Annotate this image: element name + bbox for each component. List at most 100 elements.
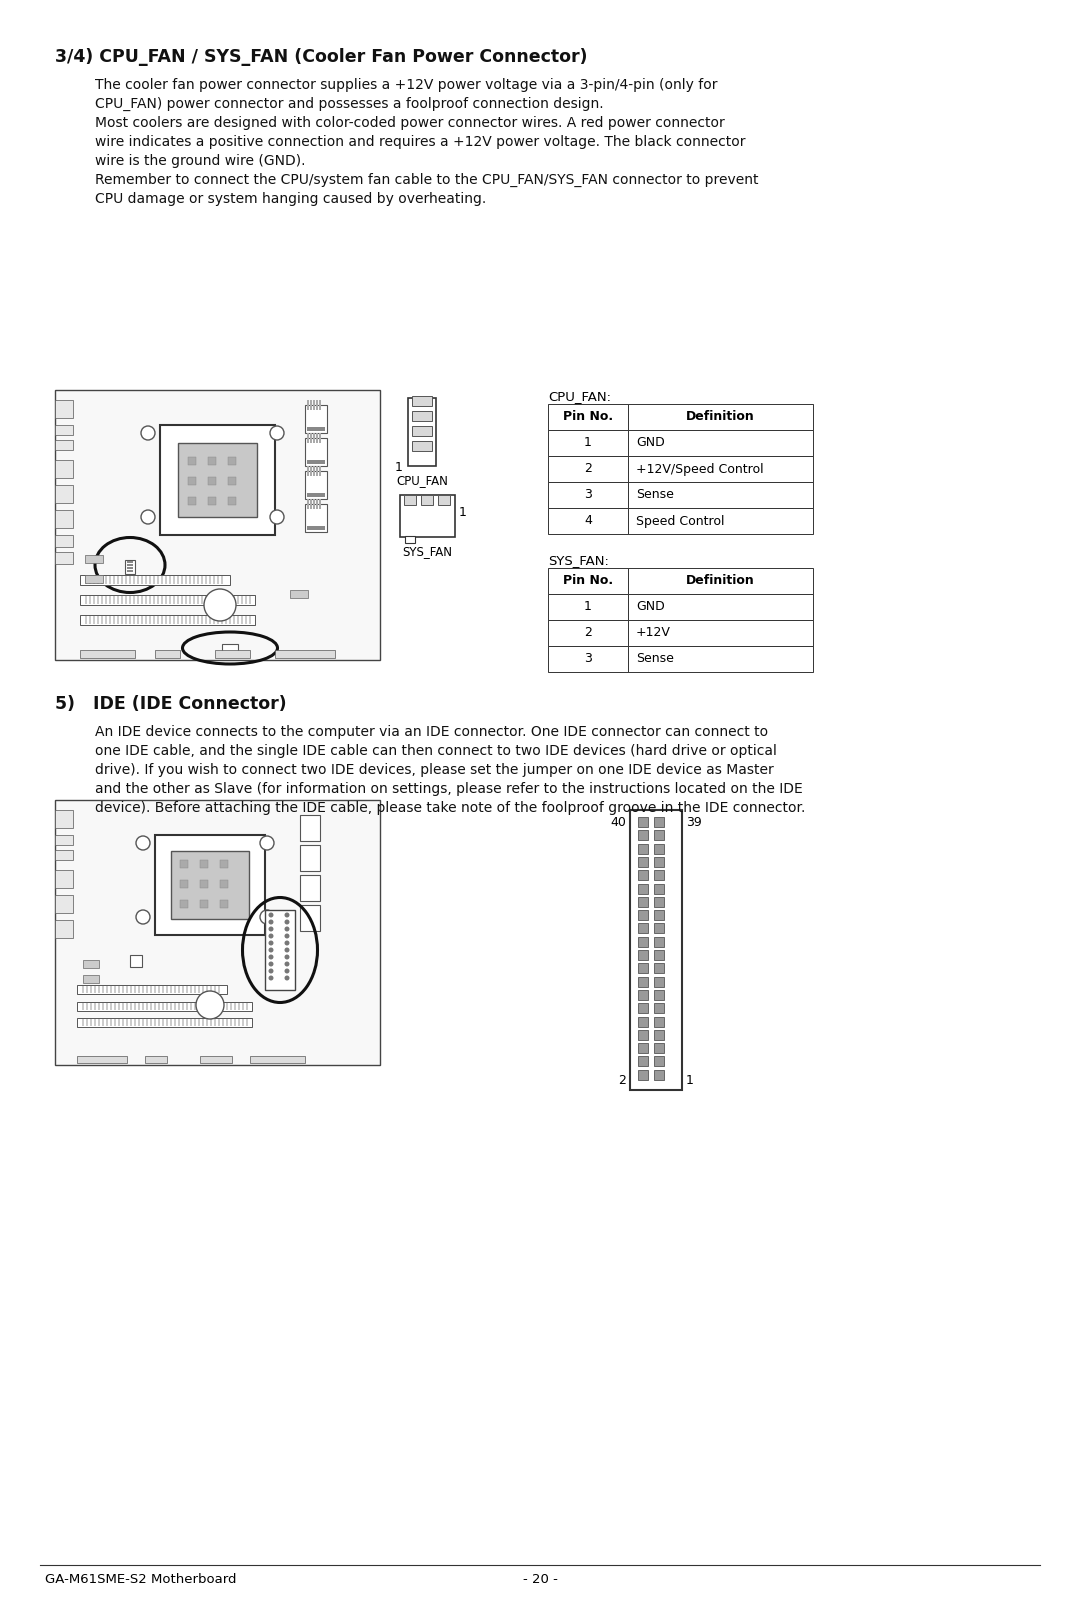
Bar bbox=[411, 427, 432, 436]
Bar bbox=[206, 986, 208, 993]
Bar bbox=[129, 576, 131, 584]
Bar bbox=[89, 616, 91, 624]
Bar bbox=[213, 576, 215, 584]
Bar bbox=[230, 1019, 232, 1027]
Bar bbox=[218, 1002, 220, 1011]
Circle shape bbox=[195, 991, 224, 1019]
Bar bbox=[161, 616, 163, 624]
Text: Sense: Sense bbox=[636, 489, 674, 502]
Text: one IDE cable, and the single IDE cable can then connect to two IDE devices (har: one IDE cable, and the single IDE cable … bbox=[95, 744, 777, 759]
Bar bbox=[186, 986, 188, 993]
Bar bbox=[133, 597, 135, 605]
Bar bbox=[170, 1019, 172, 1027]
Bar bbox=[55, 850, 73, 860]
Bar bbox=[421, 496, 433, 505]
Circle shape bbox=[269, 954, 273, 959]
Bar bbox=[226, 1019, 228, 1027]
Bar bbox=[310, 433, 311, 443]
Bar bbox=[141, 1019, 144, 1027]
Text: 1: 1 bbox=[395, 460, 403, 475]
Bar bbox=[133, 576, 135, 584]
Bar bbox=[153, 597, 156, 605]
Bar bbox=[206, 1019, 208, 1027]
Bar bbox=[55, 895, 73, 913]
Bar bbox=[238, 1019, 240, 1027]
Bar bbox=[77, 1002, 252, 1011]
Bar bbox=[638, 844, 648, 853]
Bar bbox=[225, 597, 227, 605]
Bar bbox=[208, 497, 216, 505]
Bar bbox=[157, 616, 159, 624]
Bar bbox=[178, 443, 257, 516]
Circle shape bbox=[141, 427, 156, 439]
Bar bbox=[145, 597, 147, 605]
Bar bbox=[138, 1002, 140, 1011]
Circle shape bbox=[284, 940, 289, 945]
Bar bbox=[178, 1019, 180, 1027]
Bar bbox=[654, 816, 664, 828]
Bar bbox=[206, 1002, 208, 1011]
Bar bbox=[197, 576, 199, 584]
Text: 1: 1 bbox=[584, 600, 592, 613]
Bar bbox=[310, 399, 311, 411]
Bar bbox=[186, 1002, 188, 1011]
Bar bbox=[98, 1002, 100, 1011]
Text: Pin No.: Pin No. bbox=[563, 574, 613, 587]
Bar bbox=[127, 561, 133, 563]
Bar bbox=[165, 576, 167, 584]
Bar bbox=[156, 650, 180, 658]
Bar bbox=[208, 457, 216, 465]
Bar bbox=[133, 616, 135, 624]
Bar bbox=[210, 597, 211, 605]
Bar bbox=[105, 576, 107, 584]
Bar bbox=[307, 499, 309, 508]
Bar bbox=[201, 576, 203, 584]
Bar bbox=[654, 977, 664, 986]
Circle shape bbox=[270, 510, 284, 525]
Bar bbox=[130, 1002, 132, 1011]
Bar bbox=[162, 1002, 164, 1011]
Bar bbox=[249, 1055, 305, 1063]
Bar bbox=[109, 616, 111, 624]
Text: wire indicates a positive connection and requires a +12V power voltage. The blac: wire indicates a positive connection and… bbox=[95, 135, 745, 149]
Text: CPU damage or system hanging caused by overheating.: CPU damage or system hanging caused by o… bbox=[95, 192, 486, 205]
Bar bbox=[217, 597, 219, 605]
Bar bbox=[125, 616, 127, 624]
Bar bbox=[300, 815, 320, 840]
Bar bbox=[173, 576, 175, 584]
Bar bbox=[638, 857, 648, 866]
Bar bbox=[316, 433, 318, 443]
Bar bbox=[170, 986, 172, 993]
Bar bbox=[220, 900, 228, 908]
Bar bbox=[242, 1002, 244, 1011]
Bar bbox=[181, 576, 183, 584]
Bar bbox=[654, 937, 664, 946]
Text: Speed Control: Speed Control bbox=[636, 515, 725, 528]
Bar bbox=[178, 1002, 180, 1011]
Bar bbox=[214, 1019, 216, 1027]
Bar bbox=[126, 986, 129, 993]
Bar bbox=[162, 986, 164, 993]
Bar bbox=[181, 597, 183, 605]
Bar bbox=[134, 986, 136, 993]
Bar bbox=[201, 597, 203, 605]
Circle shape bbox=[136, 836, 150, 850]
Bar bbox=[654, 1017, 664, 1027]
Bar bbox=[228, 457, 237, 465]
Bar bbox=[654, 1030, 664, 1039]
Bar bbox=[82, 1019, 84, 1027]
Text: 3: 3 bbox=[584, 653, 592, 666]
Bar bbox=[138, 1019, 140, 1027]
Bar bbox=[94, 1002, 96, 1011]
Bar bbox=[627, 593, 813, 621]
Bar bbox=[237, 597, 239, 605]
Text: and the other as Slave (for information on settings, please refer to the instruc: and the other as Slave (for information … bbox=[95, 783, 802, 796]
Bar bbox=[222, 643, 238, 654]
Bar bbox=[233, 616, 235, 624]
Bar bbox=[80, 574, 230, 585]
Bar bbox=[307, 526, 325, 529]
Bar bbox=[149, 576, 151, 584]
Text: 2: 2 bbox=[584, 627, 592, 640]
Bar bbox=[638, 937, 648, 946]
Bar bbox=[118, 986, 120, 993]
